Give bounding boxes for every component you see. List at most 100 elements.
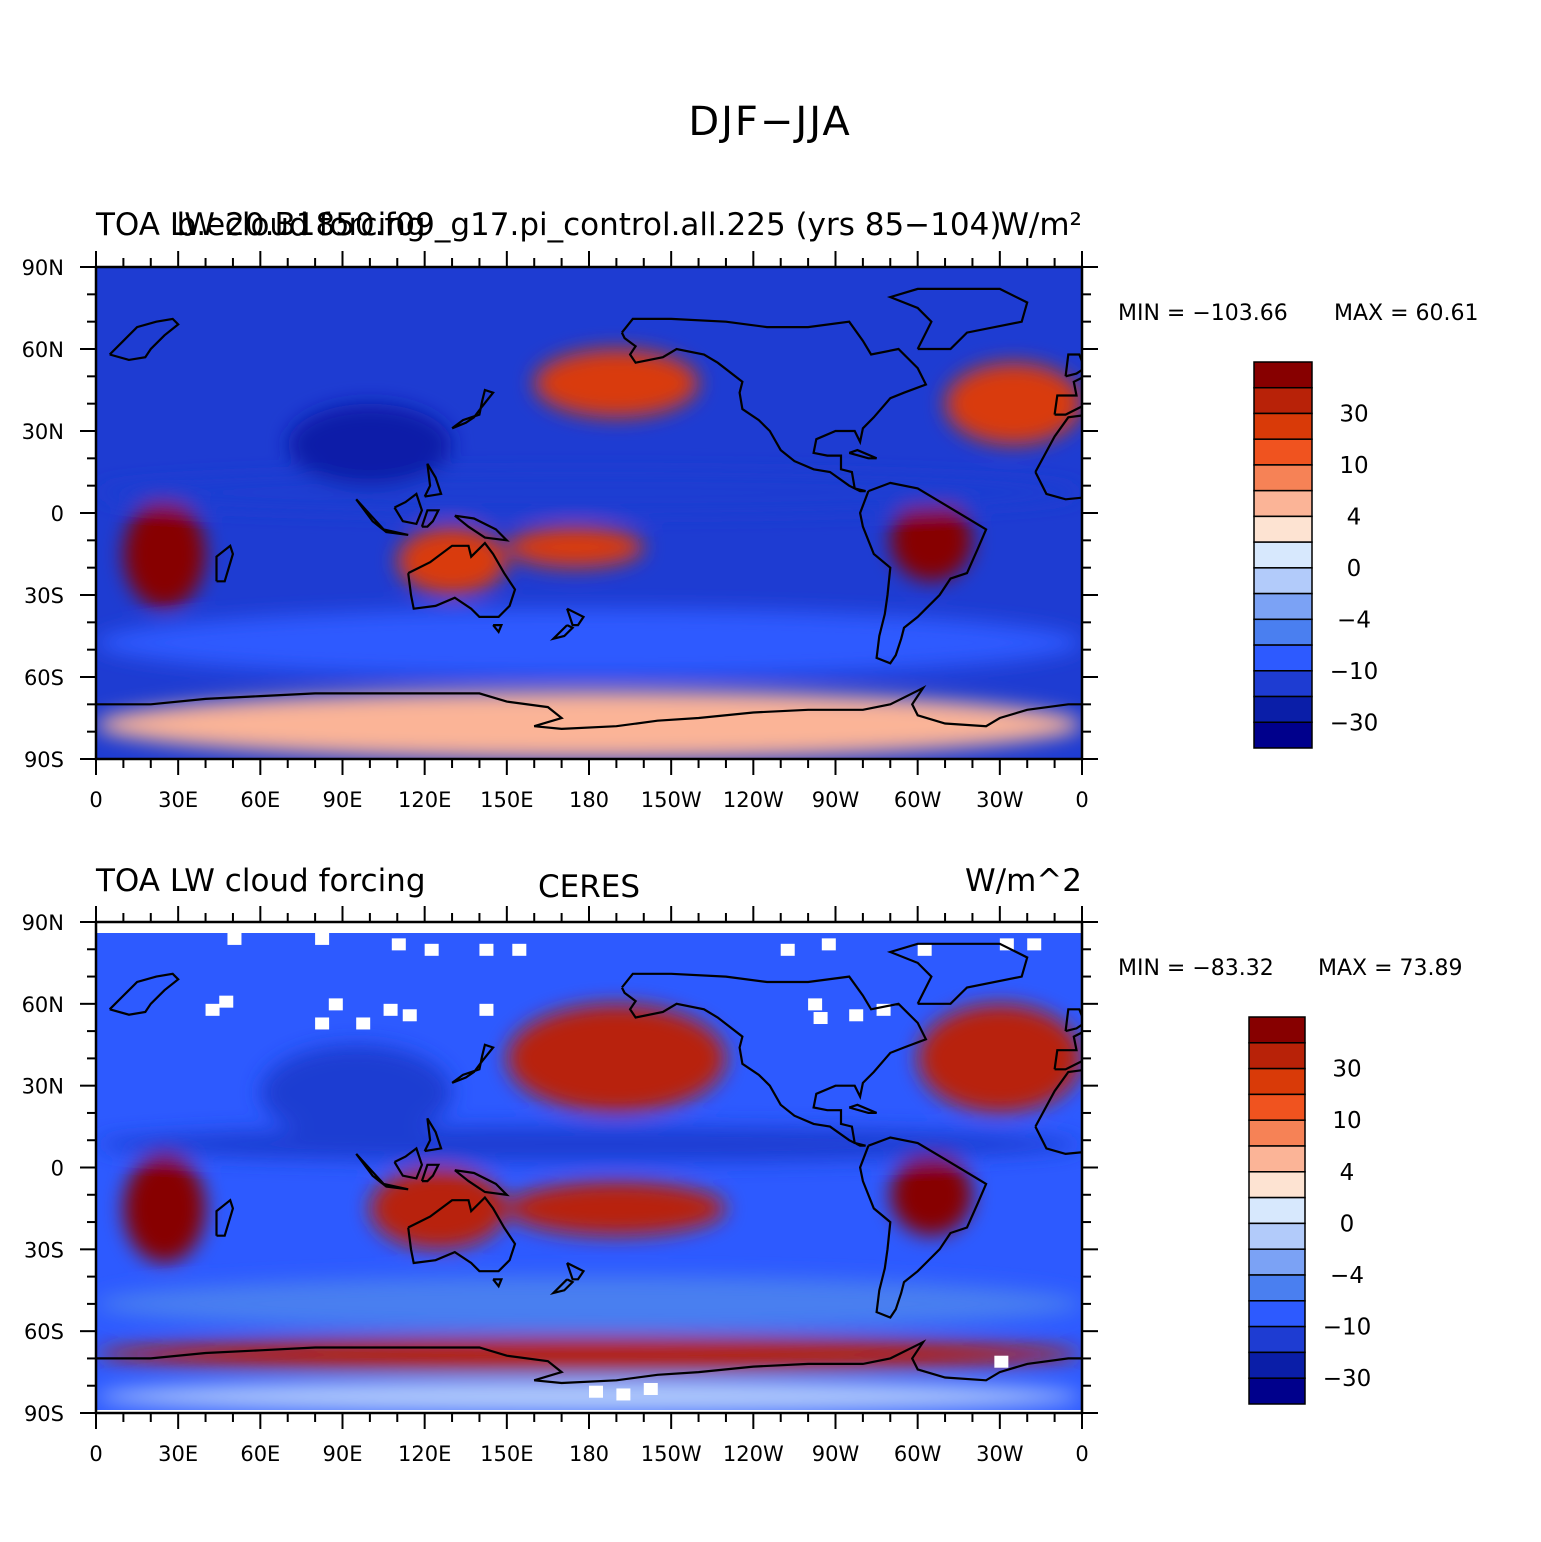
field-region [96, 472, 1082, 513]
colorbar-box [1248, 1351, 1306, 1379]
colorbar-box [1253, 464, 1313, 492]
coastline [108, 972, 180, 1016]
missing-data-cell [589, 1385, 603, 1398]
colorbar-box [1253, 386, 1313, 415]
missing-data-cell [808, 998, 823, 1011]
colorbar-box [1253, 721, 1313, 749]
missing-data-cell [1027, 938, 1042, 951]
x-tick-label: 0 [1075, 788, 1088, 812]
colorbar-label: −4 [1337, 607, 1371, 633]
x-tick-label: 180 [569, 788, 609, 812]
y-tick-label: 30N [22, 420, 64, 444]
x-tick-label: 90W [812, 788, 860, 812]
x-tick-label: 120E [398, 1442, 451, 1466]
colorbar-box [1253, 670, 1313, 698]
x-tick-label: 60E [240, 1442, 280, 1466]
colorbar-label: −10 [1330, 659, 1379, 685]
colorbar-label: 0 [1347, 556, 1362, 582]
panel-units: W/m² [998, 207, 1082, 243]
missing-data-cell [616, 1388, 631, 1401]
missing-data-cell [391, 938, 406, 951]
x-tick-label: 60W [894, 788, 942, 812]
x-tick-label: 30E [158, 1442, 198, 1466]
colorbar-label: −30 [1323, 1366, 1372, 1392]
colorbar-label: 10 [1339, 453, 1368, 479]
y-tick-label: 0 [51, 502, 64, 526]
y-tick-label: 60N [22, 993, 64, 1017]
missing-data-cell [512, 943, 527, 956]
y-tick-label: 60N [22, 338, 64, 362]
colorbar-box [1253, 438, 1313, 466]
colorbar-box [1248, 1325, 1306, 1354]
y-tick-label: 0 [51, 1157, 64, 1181]
axis-ticks [80, 251, 1098, 775]
colorbar-box [1248, 1196, 1306, 1225]
coastline [848, 448, 878, 460]
panel-center-title: CERES [538, 869, 640, 905]
x-tick-label: 60W [894, 1442, 942, 1466]
missing-data-cell [821, 938, 836, 951]
max-value: MAX = 73.89 [1318, 956, 1463, 981]
observation-panel: 0 30E 60E 90E 120E 150E 180 150W 120W 90W 60W 30W 0 … [22, 863, 1463, 1466]
missing-data-cell [219, 995, 234, 1008]
colorbar-box [1253, 515, 1313, 543]
colorbar-box [1248, 1016, 1306, 1044]
colorbar-box [1248, 1145, 1306, 1173]
field-region [287, 403, 453, 486]
coastline [566, 607, 586, 627]
colorbar-box [1253, 618, 1313, 646]
colorbar-label: 4 [1340, 1160, 1355, 1186]
y-tick-label: 60S [24, 666, 64, 690]
field-regions [96, 349, 1082, 759]
colorbar-label: 30 [1339, 401, 1368, 427]
x-tick-label: 0 [1075, 1442, 1088, 1466]
colorbar-label: 0 [1340, 1211, 1355, 1237]
missing-data-cell [813, 1012, 828, 1025]
missing-data-cell [315, 1017, 330, 1030]
coastline [96, 684, 1082, 731]
coastline [566, 1262, 586, 1281]
y-tick-label: 90S [24, 748, 64, 772]
coastline [454, 514, 510, 542]
x-tick-label: 30W [976, 788, 1024, 812]
coastline [215, 1198, 235, 1237]
missing-data-cell [383, 1003, 398, 1016]
x-tick-label: 120W [723, 788, 784, 812]
coastline [549, 1278, 575, 1296]
field-region [890, 499, 973, 582]
coastline [454, 1169, 510, 1197]
coastline [1064, 1008, 1082, 1033]
missing-data-cell [205, 1003, 220, 1016]
colorbar-label: 4 [1347, 504, 1362, 530]
coastline [423, 463, 443, 498]
colorbar-box [1253, 592, 1313, 621]
colorbar-label: −10 [1323, 1315, 1372, 1341]
x-tick-label: 60E [240, 788, 280, 812]
figure-title: DJF−JJA [688, 99, 851, 145]
missing-data-cell [849, 1009, 864, 1022]
colorbar-box [1248, 1093, 1306, 1121]
missing-data-cell [994, 1355, 1009, 1368]
coastline [355, 1153, 409, 1191]
missing-data-cell [643, 1382, 658, 1395]
panel-left-title: TOA LW cloud forcing [95, 863, 426, 899]
x-tick-label: 150W [641, 1442, 702, 1466]
colorbar-box [1248, 1248, 1306, 1276]
x-tick-label: 150E [480, 788, 533, 812]
colorbar-box [1253, 567, 1313, 595]
missing-data-cell [328, 998, 343, 1011]
coastline [848, 1103, 878, 1114]
coastline [886, 287, 1029, 351]
coastline [393, 492, 424, 526]
panel-center-title: b.e20.B1850.f09_g17.pi_control.all.225 (… [177, 207, 1002, 243]
coastline [886, 942, 1029, 1005]
coastline [492, 1278, 504, 1289]
colorbar-box [1253, 695, 1313, 724]
y-tick-label: 30S [24, 584, 64, 608]
colorbar-box [1248, 1274, 1306, 1302]
y-tick-label: 30N [22, 1075, 64, 1099]
x-tick-label: 90E [323, 788, 363, 812]
max-value: MAX = 60.61 [1334, 301, 1479, 326]
field-region [260, 1044, 453, 1141]
y-tick-label: 60S [24, 1320, 64, 1344]
